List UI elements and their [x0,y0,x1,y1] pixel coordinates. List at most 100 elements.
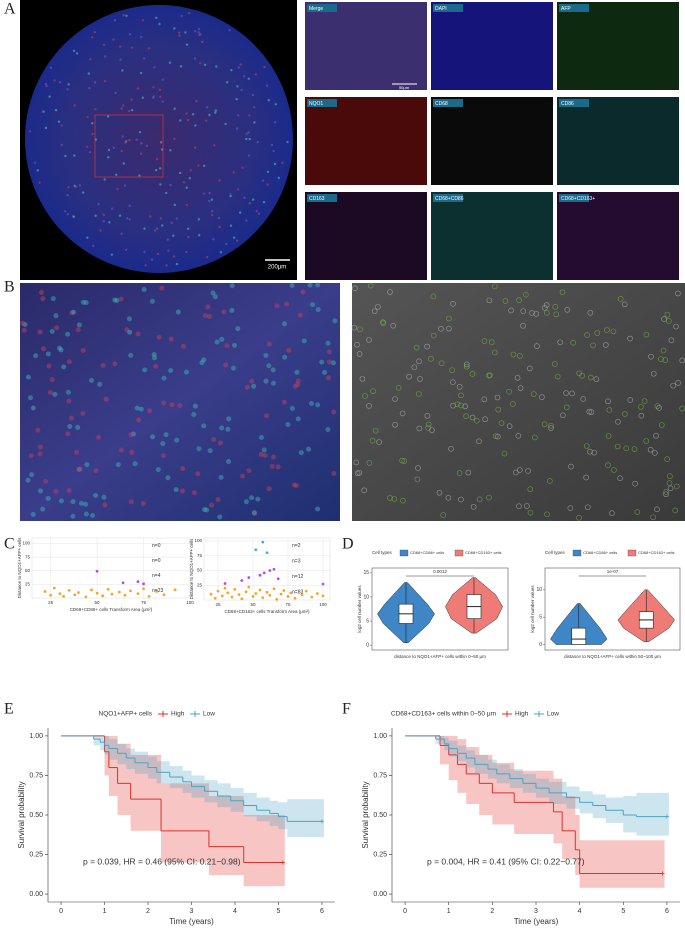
cell [183,369,189,375]
y-axis-label: log2 cell number values [530,585,535,633]
legend-key [158,711,168,717]
cell [580,396,587,402]
cell [218,440,224,446]
cell [193,57,197,60]
confidence-band [93,735,101,746]
cell [552,304,559,310]
cell [281,321,287,327]
cell [49,328,55,334]
cell [230,68,233,72]
cell [236,85,239,88]
x-axis-label: distance to NQO1+AFP+ cells within 50~10… [564,654,661,659]
cell [240,473,246,479]
cell [668,337,675,344]
cell [160,148,164,151]
channel-image [305,192,427,280]
cell [199,360,205,366]
cell [325,427,331,433]
cell [68,415,74,421]
cell [185,250,188,254]
cell [70,513,76,519]
cell [158,167,162,170]
cell [203,63,207,67]
cell [251,383,257,389]
channel-tag [307,99,337,107]
cell [159,183,162,186]
legend-label: CD68+CD86+ cells [583,550,617,555]
cell [667,485,674,492]
cell [643,438,650,444]
channel-label: CD68 [435,101,448,107]
cell [88,86,91,90]
cell [90,512,96,518]
cell [201,40,204,44]
point [49,593,52,597]
cell [226,416,232,422]
point [58,592,62,596]
cell [585,504,591,511]
cell [153,229,157,232]
cell [206,314,212,320]
cell [232,171,236,174]
confidence-band [492,762,515,825]
cell [102,213,106,217]
x-tick-label: 50 [250,602,256,607]
y-tick-label: 0.75 [29,772,43,779]
cell [155,158,159,161]
cell [506,388,512,395]
cell [112,297,118,303]
cell [208,113,211,117]
cell [357,326,363,333]
point [136,592,140,596]
cell [163,432,169,438]
cell [495,406,502,413]
cell [25,374,31,380]
cell [583,443,590,449]
cell [527,509,534,516]
legend-label: Low [547,711,559,718]
point [261,540,265,544]
channel-label: DAPI [435,6,447,12]
point [233,587,237,591]
cell [126,216,129,220]
cell [179,119,182,122]
point [258,588,262,592]
confidence-band [256,797,270,822]
cell [206,106,209,109]
point [84,595,88,599]
legend-swatch [399,549,409,557]
x-tick-label: 25 [48,600,54,605]
cell [588,409,595,415]
y-tick-label: 100 [194,538,202,543]
cell [256,140,259,144]
legend-key [502,711,512,717]
cell [532,434,538,441]
cell [265,84,269,87]
cell [159,141,163,144]
cell [44,126,48,130]
cell [89,58,92,61]
point [261,596,265,600]
cell [425,421,432,428]
channel-tag [307,194,337,202]
cell [155,16,158,20]
cell [415,391,422,397]
cell [192,403,198,409]
cell [178,34,181,37]
cell [118,214,122,217]
channel-label: NQO1 [309,101,323,107]
cell [147,47,151,50]
cell [70,499,76,505]
cell [206,255,209,259]
cell [197,27,201,31]
cell [587,448,593,455]
cell [548,422,554,429]
cell [667,473,673,480]
cell [670,382,677,389]
cell [564,307,571,313]
cell [273,121,277,124]
point [244,590,248,594]
legend-key [534,711,544,717]
cell [43,478,49,484]
cell [185,203,189,207]
